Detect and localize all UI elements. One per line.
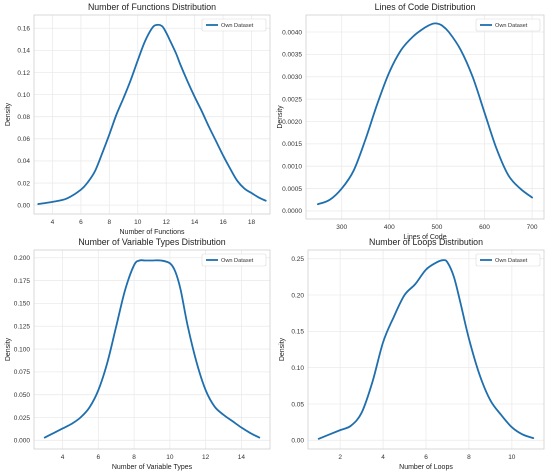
series-line bbox=[37, 23, 267, 205]
y-tick-label: 0.075 bbox=[14, 369, 31, 376]
y-tick-label: 0.04 bbox=[17, 158, 30, 165]
y-tick-label: 0.100 bbox=[14, 346, 31, 353]
chart-title: Number of Loops Distribution bbox=[369, 237, 483, 247]
x-axis-label: Number of Functions bbox=[120, 229, 185, 236]
y-tick-label: 0.125 bbox=[14, 324, 31, 331]
x-tick-label: 4 bbox=[51, 219, 55, 226]
chart-title: Number of Variable Types Distribution bbox=[78, 237, 225, 247]
plot-frame bbox=[305, 14, 545, 220]
y-tick-label: 0.200 bbox=[14, 255, 31, 262]
x-tick-label: 400 bbox=[384, 224, 395, 231]
x-tick-label: 4 bbox=[381, 454, 385, 461]
series-line bbox=[317, 22, 533, 206]
x-tick-label: 8 bbox=[132, 454, 136, 461]
y-axis-label: Density bbox=[279, 337, 286, 361]
series-line bbox=[317, 259, 535, 440]
x-tick-label: 500 bbox=[431, 224, 442, 231]
x-tick-label: 6 bbox=[79, 219, 83, 226]
y-tick-label: 0.175 bbox=[14, 278, 31, 285]
y-tick-label: 0.20 bbox=[291, 292, 304, 299]
chart-title: Lines of Code Distribution bbox=[375, 2, 476, 12]
x-tick-label: 10 bbox=[166, 454, 174, 461]
legend-box bbox=[475, 253, 541, 267]
y-tick-label: 0.150 bbox=[14, 301, 31, 308]
plot-area bbox=[34, 15, 270, 214]
plot-area bbox=[34, 250, 270, 449]
legend-label: Own Dataset bbox=[495, 258, 528, 264]
y-tick-label: 0.16 bbox=[17, 26, 30, 33]
x-tick-label: 14 bbox=[238, 454, 246, 461]
y-tick-label: 0.00 bbox=[291, 438, 304, 445]
x-tick-label: 16 bbox=[219, 219, 227, 226]
y-axis-label: Density bbox=[5, 102, 12, 126]
y-tick-label: 0.08 bbox=[17, 114, 30, 121]
y-tick-label: 0.10 bbox=[291, 365, 304, 372]
chart-panel-2: 300 400 500 600 700 0.0000 0.0005 0.0010 0.0015 0… bbox=[277, 2, 545, 241]
x-tick-label: 12 bbox=[202, 454, 210, 461]
plot-frame bbox=[307, 249, 545, 450]
chart-title: Number of Functions Distribution bbox=[88, 2, 216, 12]
x-tick-label: 6 bbox=[424, 454, 428, 461]
y-tick-label: 0.12 bbox=[17, 70, 30, 77]
y-axis-label: Density bbox=[5, 337, 12, 361]
y-tick-label: 0.0035 bbox=[282, 52, 302, 59]
plot-area bbox=[306, 15, 544, 219]
y-tick-label: 0.05 bbox=[291, 401, 304, 408]
x-tick-label: 300 bbox=[336, 224, 347, 231]
x-axis-label: Lines of Code bbox=[403, 234, 446, 241]
y-tick-label: 0.0005 bbox=[282, 186, 302, 193]
y-tick-label: 0.06 bbox=[17, 136, 30, 143]
legend-box bbox=[475, 18, 541, 32]
y-tick-label: 0.0030 bbox=[282, 74, 302, 81]
x-axis-label: Number of Loops bbox=[399, 464, 453, 471]
y-tick-label: 0.0010 bbox=[282, 164, 302, 171]
chart-panel-4: 2 4 6 8 10 0.00 0.05 0.10 0.15 0.20 0.25 Number of … bbox=[279, 237, 545, 471]
x-tick-label: 700 bbox=[527, 224, 538, 231]
x-tick-label: 12 bbox=[163, 219, 171, 226]
y-tick-label: 0.14 bbox=[17, 48, 30, 55]
chart-panel-3: 4 6 8 10 12 14 0.000 0.025 0.050 0.075 0.100 0.125 0… bbox=[5, 237, 271, 471]
y-tick-label: 0.10 bbox=[17, 92, 30, 99]
y-tick-label: 0.0015 bbox=[282, 141, 302, 148]
y-tick-label: 0.050 bbox=[14, 392, 31, 399]
x-tick-label: 6 bbox=[97, 454, 101, 461]
y-tick-label: 0.0000 bbox=[282, 208, 302, 215]
x-tick-label: 8 bbox=[467, 454, 471, 461]
y-tick-label: 0.0025 bbox=[282, 96, 302, 103]
y-tick-label: 0.25 bbox=[291, 256, 304, 263]
y-tick-label: 0.0020 bbox=[282, 119, 302, 126]
series-line bbox=[43, 259, 261, 439]
y-tick-label: 0.0040 bbox=[282, 29, 302, 36]
x-tick-label: 2 bbox=[338, 454, 342, 461]
x-tick-label: 10 bbox=[134, 219, 142, 226]
plot-frame bbox=[33, 14, 271, 215]
x-tick-label: 600 bbox=[479, 224, 490, 231]
x-tick-label: 14 bbox=[191, 219, 199, 226]
legend-label: Own Dataset bbox=[495, 23, 528, 29]
y-axis-label: Density bbox=[277, 105, 284, 129]
y-tick-label: 0.15 bbox=[291, 329, 304, 336]
x-tick-label: 10 bbox=[508, 454, 516, 461]
y-tick-label: 0.025 bbox=[14, 415, 31, 422]
x-axis-label: Number of Variable Types bbox=[112, 464, 193, 471]
x-tick-label: 18 bbox=[248, 219, 256, 226]
x-tick-label: 8 bbox=[108, 219, 112, 226]
chart-panel-1: 4 6 8 10 12 14 16 18 0.00 0.02 0.04 0.06 0.08 0.10 0.1… bbox=[5, 2, 271, 236]
legend-box bbox=[201, 18, 267, 32]
legend-label: Own Dataset bbox=[221, 23, 254, 29]
y-tick-label: 0.02 bbox=[17, 180, 30, 187]
legend-box bbox=[201, 253, 267, 267]
y-tick-label: 0.00 bbox=[17, 202, 30, 209]
y-tick-label: 0.000 bbox=[14, 438, 31, 445]
plot-frame bbox=[33, 249, 271, 450]
legend-label: Own Dataset bbox=[221, 258, 254, 264]
x-tick-label: 4 bbox=[61, 454, 65, 461]
